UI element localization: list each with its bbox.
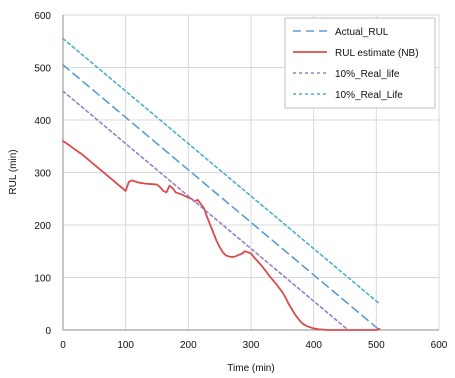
x-tick-label-300: 300: [243, 340, 260, 351]
legend-label-1: RUL estimate (NB): [335, 48, 419, 59]
tick-labels: 0 100 200 300 400 500 600 0 100 200 300 400 500 600: [34, 11, 447, 351]
x-tick-label-500: 500: [368, 340, 385, 351]
legend-label-3: 10%_Real_Life: [335, 90, 403, 101]
legend-box: [284, 17, 436, 109]
legend-label-0: Actual_RUL: [335, 27, 389, 38]
series-line-2: [62, 90, 349, 331]
x-axis-title: Time (min): [227, 363, 274, 374]
x-tick-label-100: 100: [117, 340, 134, 351]
series-group: [62, 37, 381, 331]
y-tick-label-500: 500: [34, 64, 51, 75]
series-line-3: [62, 37, 381, 305]
x-tick-label-0: 0: [60, 340, 66, 351]
y-tick-label-200: 200: [34, 221, 51, 232]
y-tick-label-100: 100: [34, 274, 51, 285]
y-axis-title: RUL (min): [8, 149, 19, 194]
x-tick-label-400: 400: [305, 340, 322, 351]
legend-label-2: 10%_Real_life: [335, 69, 400, 80]
series-line-1: [62, 140, 381, 331]
x-tick-label-200: 200: [180, 340, 197, 351]
legend: Actual_RUL RUL estimate (NB) 10%_Real_life…: [284, 17, 436, 109]
y-tick-label-400: 400: [34, 116, 51, 127]
y-tick-label-600: 600: [34, 11, 51, 22]
y-tick-label-0: 0: [45, 326, 51, 337]
y-tick-label-300: 300: [34, 169, 51, 180]
x-tick-label-600: 600: [431, 340, 448, 351]
series-line-0: [62, 64, 381, 331]
